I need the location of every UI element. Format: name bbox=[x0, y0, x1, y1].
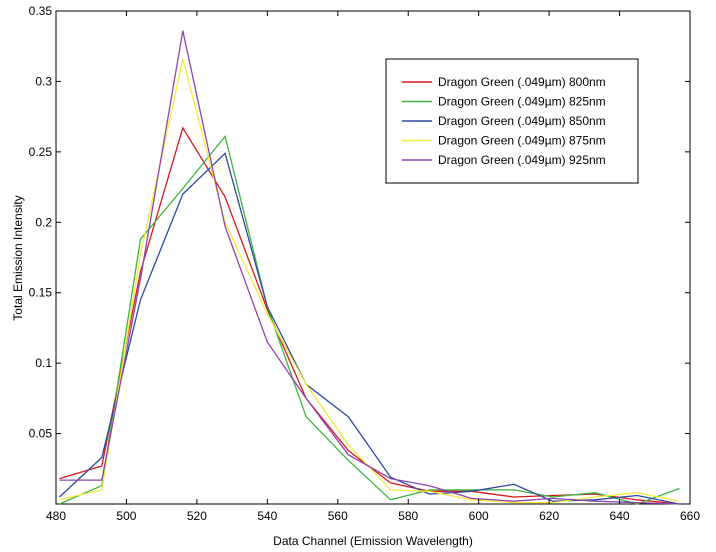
series-line-5 bbox=[59, 30, 680, 505]
x-tick-label: 600 bbox=[469, 509, 489, 523]
series-line-2 bbox=[59, 134, 680, 505]
x-tick-label: 640 bbox=[610, 509, 630, 523]
x-tick-label: 520 bbox=[187, 509, 207, 523]
series-line-3 bbox=[59, 152, 680, 505]
legend-label-2: Dragon Green (.049µm) 825nm bbox=[438, 95, 606, 109]
y-axis-label: Total Emission Intensity bbox=[11, 195, 25, 320]
x-tick-label: 620 bbox=[539, 509, 559, 523]
x-tick-label: 560 bbox=[328, 509, 348, 523]
y-tick-label: 0.25 bbox=[29, 145, 53, 159]
y-tick-label: 0.35 bbox=[29, 4, 53, 18]
y-tick-label: 0.1 bbox=[35, 356, 52, 370]
x-tick-label: 500 bbox=[116, 509, 136, 523]
legend-label-5: Dragon Green (.049µm) 925nm bbox=[438, 153, 606, 167]
y-tick-label: 0.2 bbox=[35, 215, 52, 229]
legend-label-4: Dragon Green (.049µm) 875nm bbox=[438, 134, 606, 148]
legend: Dragon Green (.049µm) 800nm Dragon Green … bbox=[385, 58, 639, 184]
x-tick-label: 480 bbox=[46, 509, 66, 523]
axis-ticks: 480 500 520 540 560 580 600 620 640 660 0.05 0.1 0.1… bbox=[29, 4, 701, 523]
legend-label-1: Dragon Green (.049µm) 800nm bbox=[438, 75, 606, 89]
x-tick-label: 580 bbox=[398, 509, 418, 523]
legend-label-3: Dragon Green (.049µm) 850nm bbox=[438, 114, 606, 128]
y-tick-label: 0.3 bbox=[35, 74, 52, 88]
y-tick-label: 0.15 bbox=[29, 286, 53, 300]
series-lines bbox=[59, 30, 680, 505]
x-axis-label: Data Channel (Emission Wavelength) bbox=[273, 534, 473, 548]
x-tick-label: 660 bbox=[680, 509, 700, 523]
x-tick-label: 540 bbox=[257, 509, 277, 523]
y-tick-label: 0.05 bbox=[29, 427, 53, 441]
